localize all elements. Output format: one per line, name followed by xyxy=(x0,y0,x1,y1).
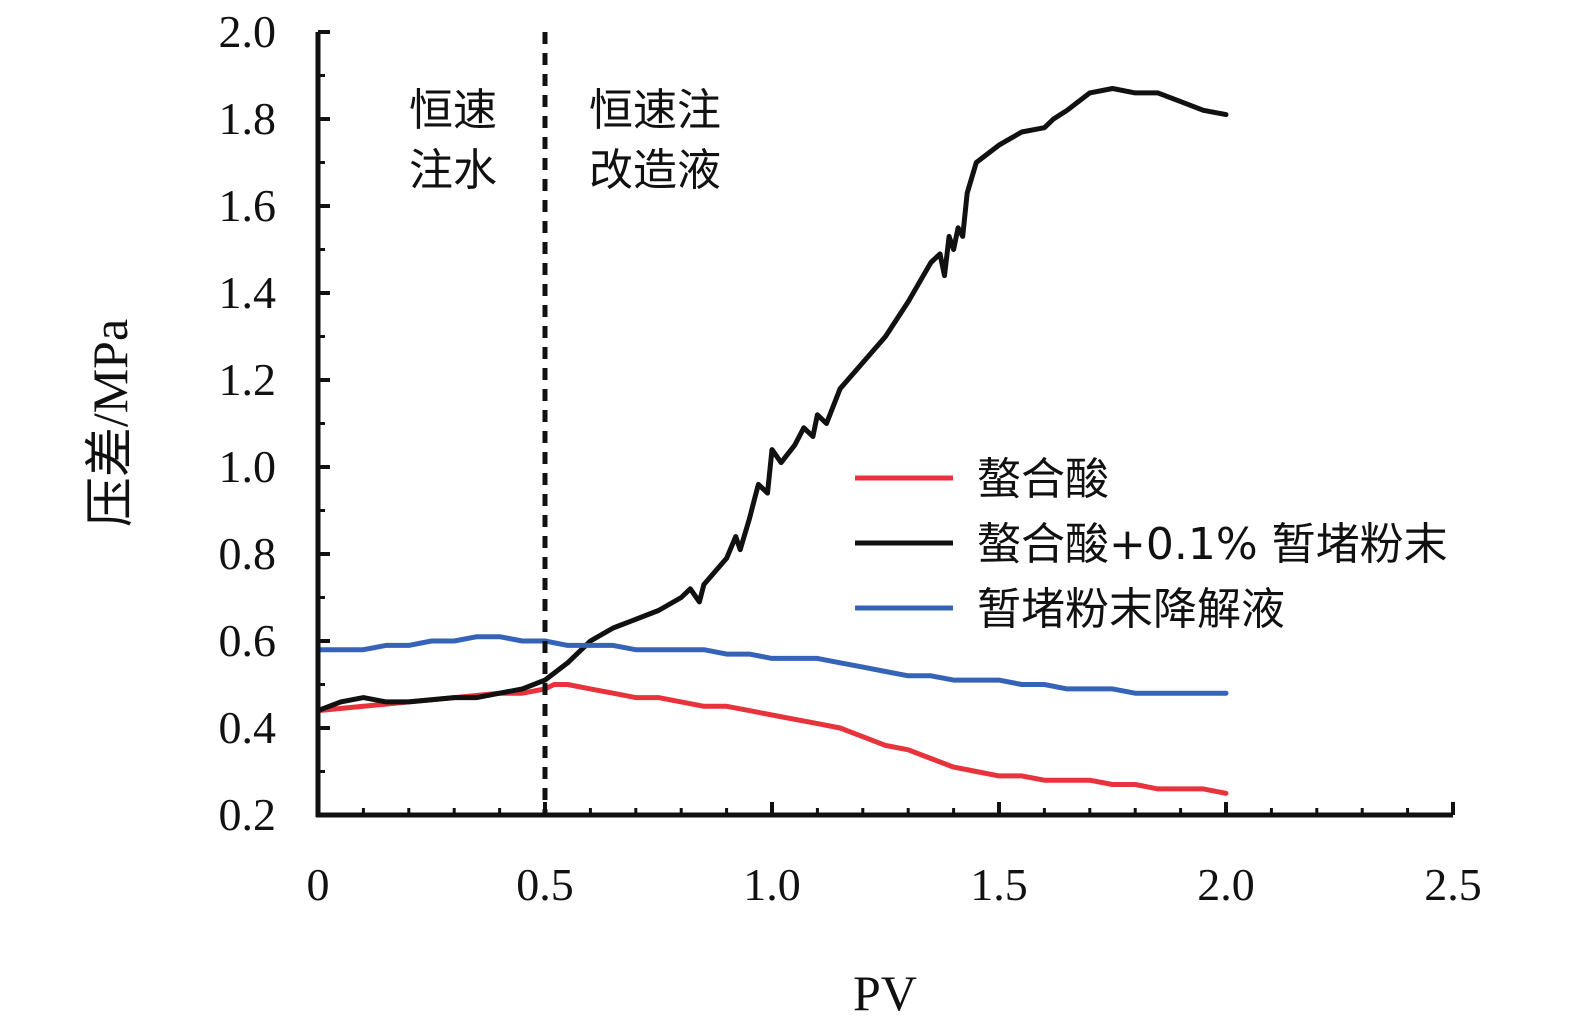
y-tick-label: 0.8 xyxy=(219,528,277,579)
x-axis-title: PV xyxy=(853,965,917,1021)
y-tick-label: 1.6 xyxy=(219,180,277,231)
phase-label-1: 恒速 xyxy=(409,85,497,136)
y-tick-label: 1.0 xyxy=(219,441,277,492)
x-tick-label: 2.0 xyxy=(1197,859,1255,910)
legend-label-3: 暂堵粉末降解液 xyxy=(977,584,1285,635)
y-tick-label: 1.4 xyxy=(219,267,277,318)
legend-label-1: 螯合酸 xyxy=(977,454,1109,505)
phase-label-2: 恒速注 xyxy=(589,85,721,136)
y-tick-label: 1.8 xyxy=(219,93,277,144)
x-tick-label: 1.0 xyxy=(743,859,801,910)
y-axis-title: 压差/MPa xyxy=(82,319,138,527)
y-tick-label: 1.2 xyxy=(219,354,277,405)
series-line-2 xyxy=(315,86,1229,714)
x-tick-label: 0.5 xyxy=(516,859,574,910)
series-line-1 xyxy=(315,682,1229,796)
phase-label-1: 注水 xyxy=(409,145,497,196)
y-tick-label: 2.0 xyxy=(219,6,277,57)
x-tick-label: 2.5 xyxy=(1424,859,1482,910)
legend-label-2: 螯合酸+0.1% 暂堵粉末 xyxy=(977,519,1448,570)
phase-label-2: 改造液 xyxy=(589,145,721,196)
series-line-3 xyxy=(315,634,1229,696)
y-tick-label: 0.2 xyxy=(219,789,277,840)
y-tick-label: 0.6 xyxy=(219,615,277,666)
y-tick-label: 0.4 xyxy=(219,702,277,753)
x-tick-label: 1.5 xyxy=(970,859,1028,910)
axes-layer: 0.2 0.4 0.6 0.8 1.0 1.2 1.4 1.6 1.8 2.0 0 0.5 1.0 1.5… xyxy=(82,6,1482,1021)
x-tick-label: 0 xyxy=(307,859,330,910)
